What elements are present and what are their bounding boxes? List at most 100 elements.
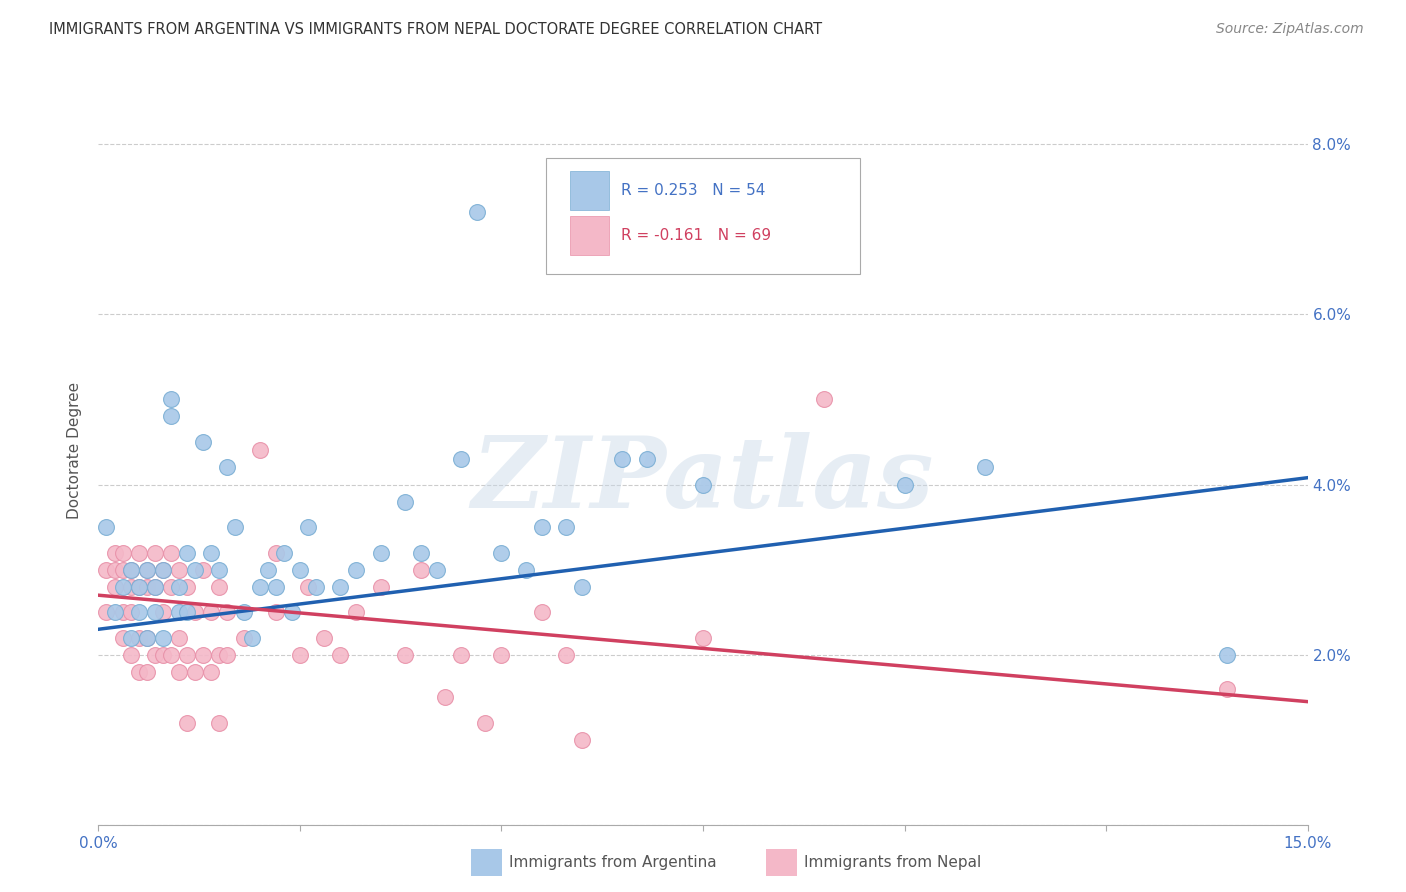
Point bbox=[128, 665, 150, 679]
Point bbox=[167, 563, 190, 577]
Point bbox=[474, 715, 496, 730]
Point bbox=[893, 477, 915, 491]
Point bbox=[152, 631, 174, 645]
Text: R = -0.161   N = 69: R = -0.161 N = 69 bbox=[621, 228, 770, 244]
Point bbox=[120, 580, 142, 594]
Point bbox=[240, 631, 263, 645]
Point bbox=[249, 443, 271, 458]
Point bbox=[370, 546, 392, 560]
Point bbox=[200, 546, 222, 560]
Point bbox=[176, 580, 198, 594]
Point bbox=[297, 580, 319, 594]
Point bbox=[232, 631, 254, 645]
Point bbox=[1216, 681, 1239, 696]
Point bbox=[208, 580, 231, 594]
Point bbox=[176, 605, 198, 619]
Point bbox=[813, 392, 835, 407]
Point bbox=[193, 563, 215, 577]
Point bbox=[612, 452, 634, 467]
Point bbox=[571, 733, 593, 747]
Point bbox=[426, 563, 449, 577]
Text: Immigrants from Nepal: Immigrants from Nepal bbox=[804, 855, 981, 870]
Point bbox=[135, 631, 157, 645]
Point bbox=[264, 546, 287, 560]
Text: Immigrants from Argentina: Immigrants from Argentina bbox=[509, 855, 717, 870]
Point bbox=[217, 605, 239, 619]
Point bbox=[636, 452, 658, 467]
Point bbox=[491, 648, 513, 662]
Point bbox=[152, 605, 174, 619]
Point bbox=[232, 605, 254, 619]
Text: R = 0.253   N = 54: R = 0.253 N = 54 bbox=[621, 183, 765, 198]
Point bbox=[128, 605, 150, 619]
Point bbox=[135, 665, 157, 679]
Point bbox=[314, 631, 336, 645]
Point bbox=[135, 563, 157, 577]
Point bbox=[167, 580, 190, 594]
Point bbox=[120, 605, 142, 619]
Point bbox=[143, 580, 166, 594]
Point bbox=[491, 546, 513, 560]
Y-axis label: Doctorate Degree: Doctorate Degree bbox=[67, 382, 83, 519]
Point bbox=[434, 690, 457, 705]
Point bbox=[370, 580, 392, 594]
Point bbox=[224, 520, 246, 534]
Point bbox=[167, 605, 190, 619]
Point bbox=[176, 546, 198, 560]
Point bbox=[184, 665, 207, 679]
Point bbox=[394, 648, 416, 662]
Point bbox=[160, 546, 183, 560]
Point bbox=[135, 631, 157, 645]
Point bbox=[344, 563, 367, 577]
Point bbox=[103, 605, 125, 619]
Point bbox=[974, 460, 997, 475]
Point bbox=[152, 563, 174, 577]
Point bbox=[249, 580, 271, 594]
Point bbox=[692, 477, 714, 491]
Point bbox=[208, 715, 231, 730]
Point bbox=[200, 665, 222, 679]
Point bbox=[96, 563, 118, 577]
Point bbox=[96, 520, 118, 534]
Point bbox=[128, 580, 150, 594]
Point bbox=[329, 648, 352, 662]
Point bbox=[1216, 648, 1239, 662]
Point bbox=[217, 648, 239, 662]
Point bbox=[555, 648, 578, 662]
Point bbox=[120, 648, 142, 662]
Point bbox=[530, 520, 553, 534]
Point bbox=[143, 648, 166, 662]
FancyBboxPatch shape bbox=[569, 216, 609, 255]
Point bbox=[96, 605, 118, 619]
Point bbox=[329, 580, 352, 594]
Point bbox=[465, 205, 488, 219]
FancyBboxPatch shape bbox=[569, 170, 609, 210]
Point bbox=[120, 563, 142, 577]
Point bbox=[103, 580, 125, 594]
Point bbox=[103, 546, 125, 560]
Point bbox=[111, 563, 134, 577]
Point bbox=[176, 715, 198, 730]
Point bbox=[288, 563, 311, 577]
Point bbox=[409, 563, 432, 577]
Point bbox=[120, 631, 142, 645]
FancyBboxPatch shape bbox=[546, 158, 860, 275]
Point bbox=[111, 605, 134, 619]
Text: Source: ZipAtlas.com: Source: ZipAtlas.com bbox=[1216, 22, 1364, 37]
Point bbox=[143, 580, 166, 594]
Point bbox=[208, 648, 231, 662]
Point bbox=[128, 546, 150, 560]
Point bbox=[305, 580, 328, 594]
Point bbox=[167, 665, 190, 679]
Point bbox=[256, 563, 278, 577]
Point bbox=[692, 631, 714, 645]
Point bbox=[160, 409, 183, 424]
Point bbox=[264, 605, 287, 619]
Point bbox=[208, 563, 231, 577]
Point bbox=[176, 648, 198, 662]
Point bbox=[167, 631, 190, 645]
Point bbox=[184, 605, 207, 619]
Point bbox=[281, 605, 304, 619]
Point bbox=[297, 520, 319, 534]
Point bbox=[217, 460, 239, 475]
